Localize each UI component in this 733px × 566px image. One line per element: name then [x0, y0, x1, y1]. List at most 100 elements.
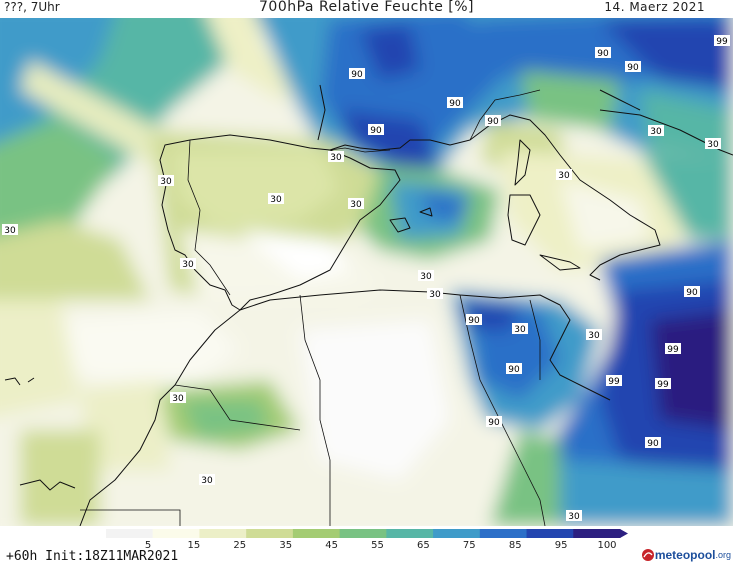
contour-label: 90	[349, 68, 365, 80]
contour-label: 30	[512, 323, 528, 335]
contour-label-text: 90	[508, 365, 520, 375]
contour-label: 30	[705, 138, 721, 150]
legend-arrow	[620, 529, 628, 538]
legend-swatch	[526, 529, 574, 538]
contour-label: 30	[158, 175, 174, 187]
logo-name: meteopool	[654, 548, 716, 562]
contour-label-text: 30	[568, 512, 580, 522]
header-location-time: ???, 7Uhr	[4, 0, 60, 14]
contour-label-text: 30	[330, 153, 342, 163]
legend-scale: 5 15 25 35 45 55 65 75 85 95 100	[106, 529, 628, 551]
contour-label: 90	[625, 61, 641, 73]
legend-swatch	[152, 529, 200, 538]
contour-label-text: 99	[667, 345, 679, 355]
contour-label-text: 99	[608, 377, 620, 387]
contour-label: 99	[655, 378, 671, 390]
legend-swatch	[433, 529, 481, 538]
contour-label: 30	[2, 224, 18, 236]
contour-label: 30	[566, 510, 582, 522]
humidity-field	[0, 18, 733, 526]
contour-label-text: 99	[716, 37, 728, 47]
logo-globe-icon	[641, 549, 654, 561]
contour-label-text: 30	[350, 200, 362, 210]
legend-tick-label: 35	[279, 540, 292, 550]
legend-swatch	[106, 529, 154, 538]
contour-label-text: 99	[657, 380, 669, 390]
contour-label: 30	[199, 474, 215, 486]
legend-tick-label: 55	[371, 540, 384, 550]
contour-label-text: 90	[627, 63, 639, 73]
color-legend: 5 15 25 35 45 55 65 75 85 95 100	[0, 526, 733, 566]
forecast-date: 14. Maerz 2021	[604, 0, 705, 14]
contour-label-text: 90	[647, 439, 659, 449]
legend-tick-label: 5	[145, 540, 151, 550]
contour-label-text: 30	[707, 140, 719, 150]
contour-label: 90	[466, 314, 482, 326]
coastlines	[4, 84, 733, 526]
contour-label-text: 30	[588, 331, 600, 341]
contour-label-text: 30	[514, 325, 526, 335]
contour-label: 90	[368, 124, 384, 136]
legend-swatch	[386, 529, 434, 538]
contour-label-text: 90	[468, 316, 480, 326]
legend-tick-label: 25	[233, 540, 246, 550]
contour-label: 90	[645, 437, 661, 449]
meteopool-logo[interactable]: meteopool .org	[641, 545, 731, 565]
contour-label: 90	[447, 97, 463, 109]
legend-tick-label: 100	[597, 540, 616, 550]
contour-label-text: 30	[160, 177, 172, 187]
contour-label: 99	[665, 343, 681, 355]
contour-labels: 90 99 90 90 90 90 90 90 30 30 30 30 30 3…	[2, 35, 730, 522]
contour-label: 30	[586, 329, 602, 341]
contour-label: 30	[170, 392, 186, 404]
contour-label: 90	[506, 363, 522, 375]
contour-label-text: 30	[172, 394, 184, 404]
legend-tick-label: 85	[509, 540, 522, 550]
map-title: 700hPa Relative Feuchte [%]	[259, 0, 474, 15]
contour-label: 30	[348, 198, 364, 210]
contour-label-text: 30	[650, 127, 662, 137]
contour-label-text: 30	[420, 272, 432, 282]
contour-label-text: 30	[558, 171, 570, 181]
contour-label: 30	[427, 288, 443, 300]
contour-label-text: 90	[351, 70, 363, 80]
legend-swatch	[479, 529, 528, 538]
contour-label-text: 90	[686, 288, 698, 298]
contour-label-text: 90	[488, 418, 500, 428]
humidity-map: 90 99 90 90 90 90 90 90 30 30 30 30 30 3…	[0, 18, 733, 526]
legend-tick-label: 95	[555, 540, 568, 550]
contour-label: 30	[556, 169, 572, 181]
contour-label: 90	[684, 286, 700, 298]
logo-suffix: .org	[715, 550, 731, 560]
contour-label-text: 30	[182, 260, 194, 270]
contour-label: 30	[418, 270, 434, 282]
contour-label: 30	[268, 193, 284, 205]
contour-label: 30	[180, 258, 196, 270]
contour-label-text: 30	[270, 195, 282, 205]
legend-tick-label: 45	[325, 540, 338, 550]
contour-label-text: 30	[4, 226, 16, 236]
contour-label: 99	[606, 375, 622, 387]
legend-tick-label: 65	[417, 540, 430, 550]
contour-label-text: 90	[597, 49, 609, 59]
contour-label-text: 90	[370, 126, 382, 136]
contour-label: 90	[485, 115, 501, 127]
model-run-info: +60h Init:18Z11MAR2021	[6, 549, 179, 564]
legend-swatch	[246, 529, 294, 538]
legend-swatch	[573, 529, 621, 538]
contour-label-text: 90	[487, 117, 499, 127]
contour-label: 90	[486, 416, 502, 428]
legend-tick-label: 15	[188, 540, 201, 550]
contour-label-text: 30	[201, 476, 213, 486]
contour-label: 30	[648, 125, 664, 137]
legend-swatch	[339, 529, 387, 538]
contour-label: 30	[328, 151, 344, 163]
legend-swatch	[199, 529, 247, 538]
contour-label-text: 90	[449, 99, 461, 109]
contour-label-text: 30	[429, 290, 441, 300]
contour-label: 99	[714, 35, 730, 47]
legend-tick-label: 75	[463, 540, 476, 550]
legend-swatch	[292, 529, 341, 538]
contour-label: 90	[595, 47, 611, 59]
header-bar: ???, 7Uhr 700hPa Relative Feuchte [%] 14…	[0, 0, 733, 18]
